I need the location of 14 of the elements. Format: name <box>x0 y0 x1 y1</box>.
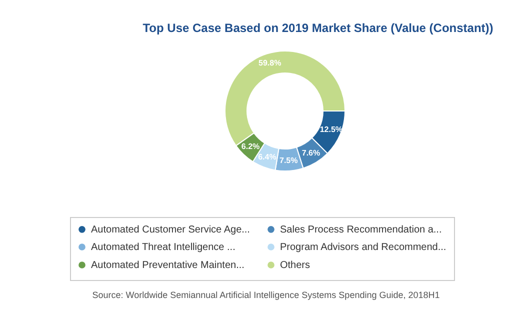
legend-label: Program Advisors and Recommend... <box>280 242 446 253</box>
chart-title: Top Use Case Based on 2019 Market Share (Value (Constant)) <box>142 21 494 35</box>
data-label: 12.5% <box>320 125 343 134</box>
data-label: 6.2% <box>241 142 260 152</box>
legend-label: Automated Customer Service Age... <box>91 224 250 236</box>
data-label: 59.8% <box>258 58 282 68</box>
legend-label: Sales Process Recommendation a... <box>280 224 442 236</box>
data-label: 7.6% <box>302 148 320 158</box>
legend-label: Automated Preventative Mainten... <box>91 260 244 271</box>
source-note: Source: Worldwide Semiannual Artificial Intelligence Systems Spending Guide, 2018H1 <box>92 290 440 300</box>
legend-label: Automated Threat Intelligence ... <box>91 242 236 253</box>
legend-label: Others <box>280 260 310 271</box>
data-label: 7.5% <box>279 156 298 165</box>
data-label: 6.4% <box>258 152 276 162</box>
